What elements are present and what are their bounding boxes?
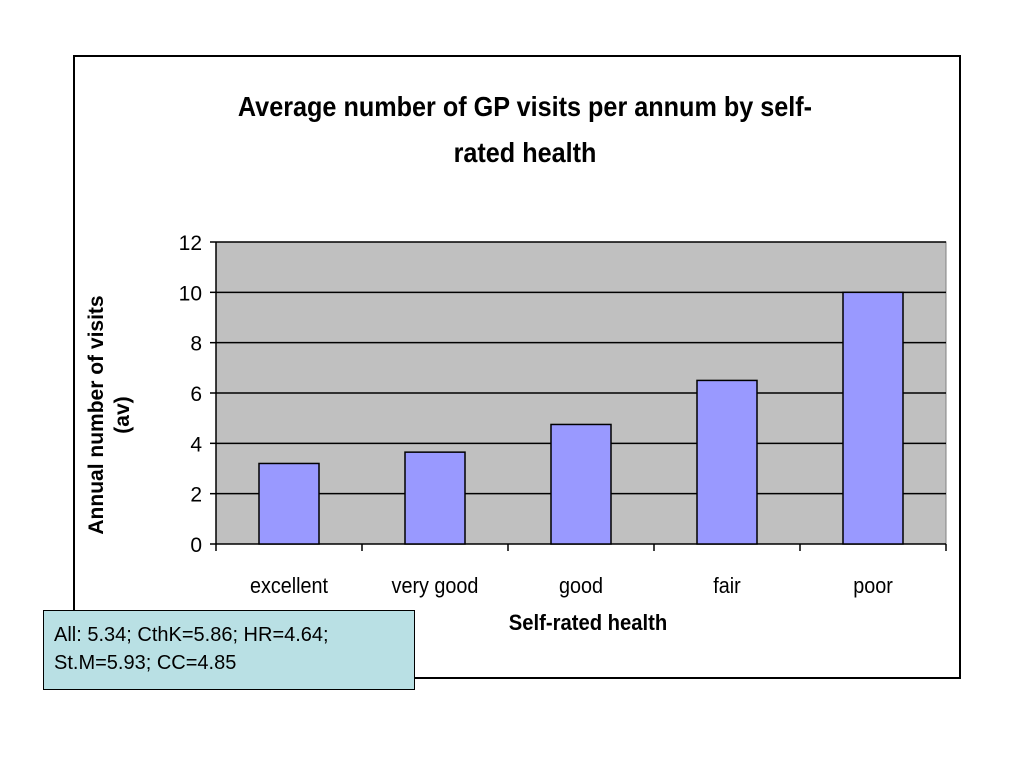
x-tick-label: poor (853, 574, 893, 598)
summary-note-line-1: All: 5.34; CthK=5.86; HR=4.64; (54, 624, 329, 646)
chart-title-line-2: rated health (453, 137, 597, 168)
y-tick-label: 8 (190, 333, 202, 356)
y-tick-label: 0 (190, 534, 202, 557)
bar-excellent (258, 462, 320, 545)
bar-poor (842, 291, 904, 545)
x-tick-label: very good (392, 574, 479, 598)
bar-good (550, 423, 612, 545)
summary-note-line-2: St.M=5.93; CC=4.85 (54, 652, 237, 674)
bar-very-good (404, 451, 466, 545)
x-tick-label: excellent (250, 574, 328, 598)
y-tick-label: 6 (190, 383, 202, 406)
x-tick-label: fair (713, 574, 741, 598)
y-tick-label: 10 (179, 282, 202, 305)
x-axis-label: Self-rated health (508, 610, 668, 635)
y-tick-label: 4 (190, 433, 202, 456)
chart-title-line-1: Average number of GP visits per annum by… (237, 91, 813, 122)
bar-fair (696, 379, 758, 545)
summary-note: All: 5.34; CthK=5.86; HR=4.64; St.M=5.93… (43, 610, 415, 690)
chart-title: Average number of GP visits per annum by… (206, 84, 845, 176)
y-tick-label: 2 (190, 484, 202, 507)
x-tick-label: good (559, 574, 603, 598)
y-tick-label: 12 (179, 232, 202, 255)
